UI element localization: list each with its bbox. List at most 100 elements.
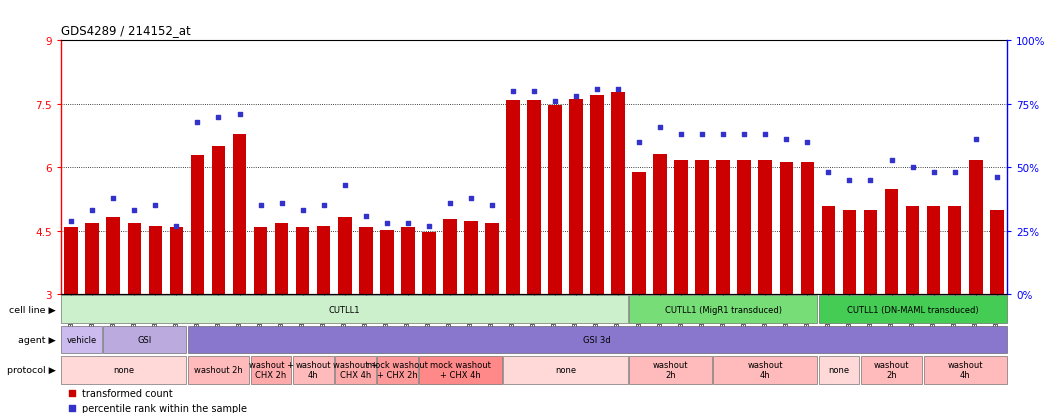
Bar — [380, 230, 394, 294]
Point — [609, 86, 626, 93]
Point — [841, 177, 857, 184]
Bar — [62, 326, 103, 354]
Bar — [104, 326, 186, 354]
Bar — [65, 228, 79, 294]
Point — [378, 220, 395, 227]
Point — [252, 202, 269, 209]
Bar — [527, 101, 541, 294]
Bar — [338, 218, 352, 294]
Point — [778, 137, 795, 143]
Bar — [443, 219, 456, 294]
Text: none: none — [555, 366, 576, 374]
Point — [505, 89, 521, 95]
Bar — [422, 232, 436, 294]
Bar — [170, 228, 183, 294]
Point — [673, 132, 690, 138]
Text: agent ▶: agent ▶ — [18, 335, 55, 344]
Text: washout
2h: washout 2h — [653, 360, 689, 380]
Bar — [819, 296, 1006, 323]
Text: GSI: GSI — [138, 335, 152, 344]
Bar — [674, 160, 688, 294]
Bar — [864, 211, 877, 294]
Bar — [861, 356, 922, 384]
Bar — [822, 206, 836, 294]
Bar — [419, 356, 502, 384]
Bar — [780, 163, 794, 294]
Point — [190, 119, 206, 126]
Bar — [927, 206, 940, 294]
Bar — [335, 356, 376, 384]
Point — [105, 195, 121, 202]
Bar — [464, 222, 477, 294]
Bar — [906, 206, 919, 294]
Point — [399, 220, 416, 227]
Bar — [653, 154, 667, 294]
Text: washout +
CHX 2h: washout + CHX 2h — [248, 360, 293, 380]
Text: cell line ▶: cell line ▶ — [8, 305, 55, 314]
Bar — [62, 296, 628, 323]
Bar — [191, 156, 204, 294]
Point — [630, 139, 647, 146]
Point — [799, 139, 816, 146]
Bar — [295, 228, 310, 294]
Bar — [570, 100, 583, 294]
Bar — [716, 160, 730, 294]
Point — [757, 132, 774, 138]
Point — [567, 94, 584, 100]
Text: CUTLL1 (DN-MAML transduced): CUTLL1 (DN-MAML transduced) — [847, 305, 978, 314]
Text: GDS4289 / 214152_at: GDS4289 / 214152_at — [61, 24, 191, 37]
Point — [210, 114, 227, 121]
Point — [63, 218, 80, 224]
Bar — [506, 101, 519, 294]
Text: washout
2h: washout 2h — [874, 360, 909, 380]
Bar — [232, 135, 246, 294]
Point — [421, 223, 438, 229]
Point — [357, 213, 374, 219]
Text: protocol ▶: protocol ▶ — [6, 366, 55, 374]
Point — [905, 164, 921, 171]
Point — [988, 175, 1005, 181]
Bar — [317, 226, 331, 294]
Point — [652, 124, 669, 131]
Bar — [62, 356, 186, 384]
Point — [231, 112, 248, 118]
Bar — [843, 211, 856, 294]
Bar — [948, 206, 961, 294]
Bar — [819, 356, 860, 384]
Point — [946, 170, 963, 176]
Bar — [359, 228, 373, 294]
Point — [967, 137, 984, 143]
Text: washout
4h: washout 4h — [295, 360, 331, 380]
Bar — [632, 173, 646, 294]
Text: none: none — [113, 366, 134, 374]
Bar — [695, 160, 709, 294]
Point — [715, 132, 732, 138]
Bar — [293, 356, 334, 384]
Bar — [401, 228, 415, 294]
Point — [168, 223, 184, 229]
Text: none: none — [828, 366, 849, 374]
Text: percentile rank within the sample: percentile rank within the sample — [82, 403, 246, 413]
Point — [442, 200, 459, 206]
Bar — [211, 147, 225, 294]
Bar — [128, 223, 141, 294]
Point — [315, 202, 332, 209]
Point — [484, 202, 500, 209]
Point — [147, 202, 163, 209]
Bar — [549, 105, 562, 294]
Bar — [149, 226, 162, 294]
Text: washout 2h: washout 2h — [194, 366, 243, 374]
Point — [926, 170, 942, 176]
Point — [463, 195, 480, 202]
Text: CUTLL1 (MigR1 transduced): CUTLL1 (MigR1 transduced) — [665, 305, 782, 314]
Bar — [989, 211, 1003, 294]
Text: mock washout
+ CHX 4h: mock washout + CHX 4h — [430, 360, 491, 380]
Point — [588, 86, 605, 93]
Bar — [86, 223, 99, 294]
Bar — [187, 326, 1006, 354]
Bar — [885, 190, 898, 294]
Point — [820, 170, 837, 176]
Point — [526, 89, 542, 95]
Text: washout
4h: washout 4h — [948, 360, 983, 380]
Text: vehicle: vehicle — [67, 335, 97, 344]
